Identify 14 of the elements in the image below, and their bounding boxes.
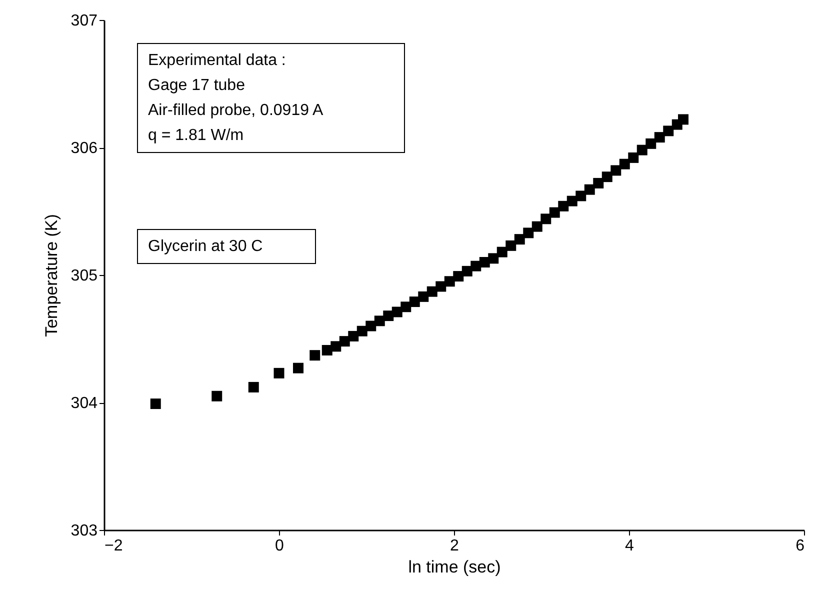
y-tick-label: 304 xyxy=(70,395,98,412)
x-tick-label: 2 xyxy=(450,538,460,554)
x-tick-label: 6 xyxy=(796,538,805,554)
x-tick-label: 0 xyxy=(275,538,284,554)
y-tick-label: 307 xyxy=(70,12,98,30)
y-tick-label: 306 xyxy=(70,140,98,157)
x-tick-label: −2 xyxy=(104,538,123,554)
text-box: Experimental data : Gage 17 tube Air-filled probe, 0.0919 A q = 1.81 W/m xyxy=(137,43,405,153)
y-axis-title: Temperature (K) xyxy=(42,214,61,337)
y-tick-label: 305 xyxy=(70,268,98,284)
y-tick-label: 303 xyxy=(70,522,98,540)
x-axis-title: ln time (sec) xyxy=(408,558,501,576)
x-tick-label: 4 xyxy=(625,538,634,554)
text-box: Glycerin at 30 C xyxy=(137,229,316,264)
